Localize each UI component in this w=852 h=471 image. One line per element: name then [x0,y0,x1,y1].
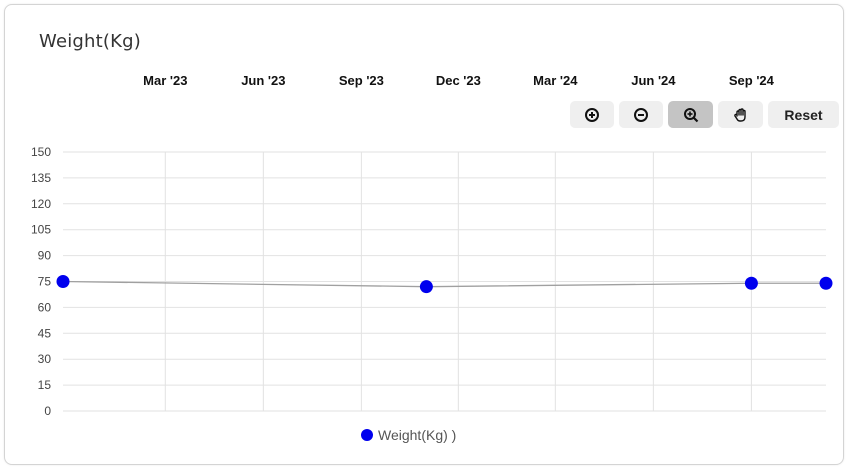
data-point [744,276,758,290]
legend-label: Weight(Kg) ) [378,427,457,443]
circle-plus-icon [585,107,599,122]
hand-icon [733,107,746,122]
legend-marker [361,429,373,441]
zoom-out-button[interactable] [619,101,663,128]
y-tick-label: 0 [44,404,51,418]
chart-legend[interactable]: Weight(Kg) ) [361,427,456,443]
x-tick-label: Jun '24 [631,73,676,88]
y-tick-label: 150 [31,145,51,159]
y-tick-label: 15 [38,378,52,392]
x-tick-label: Dec '23 [436,73,481,88]
reset-button[interactable]: Reset [768,101,839,128]
x-tick-label: Mar '23 [143,73,187,88]
y-tick-label: 90 [38,249,52,263]
x-tick-label: Jun '23 [241,73,285,88]
data-point [56,275,70,288]
magnifier-plus-icon [683,107,698,122]
circle-minus-icon [634,107,648,122]
x-tick-label: Sep '24 [729,73,775,88]
data-point [819,276,833,290]
chart-card: Weight(Kg) [4,4,844,465]
series-line [62,280,826,288]
y-tick-label: 75 [38,275,52,289]
y-tick-label: 60 [38,300,52,314]
x-tick-label: Mar '24 [533,73,578,88]
y-tick-label: 45 [38,326,52,340]
y-tick-label: 30 [38,352,52,366]
pan-button[interactable] [718,101,763,128]
y-tick-label: 120 [31,197,51,211]
data-point [419,280,433,294]
chart-title: Weight(Kg) [39,31,141,52]
x-tick-label: Sep '23 [339,73,384,88]
y-tick-label: 105 [31,223,51,237]
y-tick-label: 135 [31,171,51,185]
zoom-in-button[interactable] [570,101,614,128]
selection-zoom-button[interactable] [668,101,713,128]
